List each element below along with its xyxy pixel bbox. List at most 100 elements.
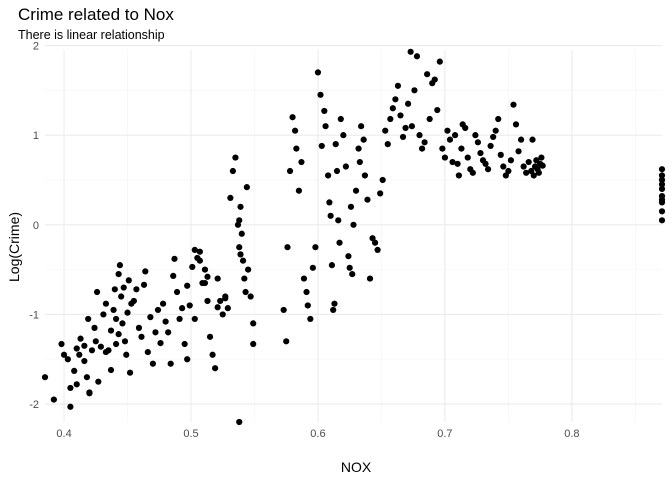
x-tick-label: 0.5 [183, 428, 198, 440]
scatter-point [121, 338, 129, 345]
scatter-point [328, 262, 336, 269]
scatter-point [439, 145, 446, 152]
scatter-point [379, 176, 386, 184]
scatter-point [71, 367, 78, 375]
scatter-point [162, 318, 169, 325]
scatter-point [73, 345, 80, 352]
scatter-point [67, 403, 74, 410]
scatter-point [238, 230, 245, 237]
scatter-point [88, 347, 96, 354]
scatter-point [159, 300, 167, 307]
scatter-point [300, 275, 308, 282]
scatter-point [157, 340, 164, 347]
scatter-point [424, 71, 431, 78]
scatter-point [179, 305, 186, 312]
scatter-point [118, 293, 125, 300]
scatter-point [389, 105, 396, 112]
scatter-point [67, 384, 74, 392]
scatter-point [154, 306, 162, 314]
scatter-point [451, 132, 459, 139]
scatter-point [124, 309, 131, 316]
scatter-point [293, 145, 300, 152]
scatter-point [176, 315, 183, 323]
scatter-point [507, 157, 515, 164]
scatter-point [286, 167, 294, 175]
scatter-point [377, 190, 384, 197]
scatter-point [658, 176, 666, 184]
scatter-point [441, 154, 449, 161]
scatter-point [204, 273, 211, 280]
scatter-point [462, 124, 469, 132]
scatter-point [100, 311, 107, 318]
scatter-point [355, 145, 362, 152]
scatter-point [350, 221, 357, 228]
x-tick-label: 0.7 [437, 428, 452, 440]
scatter-point [144, 348, 151, 356]
scatter-point [126, 369, 134, 376]
scatter-point [416, 132, 423, 139]
scatter-point [196, 257, 203, 264]
scatter-point [236, 217, 243, 224]
scatter-point [402, 124, 409, 132]
scatter-point [455, 172, 462, 179]
scatter-point [298, 158, 305, 166]
scatter-point [658, 172, 666, 179]
scatter-point [303, 288, 310, 296]
scatter-point [384, 141, 391, 148]
scatter-point [289, 114, 296, 121]
scatter-point [658, 217, 666, 224]
scatter-point [366, 275, 374, 282]
scatter-point [111, 286, 118, 293]
scatter-point [431, 76, 438, 83]
scatter-point [512, 121, 520, 128]
scatter-point [335, 217, 342, 224]
scatter-point [464, 154, 471, 161]
data-points [41, 48, 666, 426]
scatter-point [222, 295, 229, 302]
scatter-point [236, 244, 243, 251]
plot-grid [45, 44, 662, 422]
scatter-point [340, 132, 347, 139]
scatter-point [214, 304, 221, 311]
x-tick-label: 0.8 [564, 428, 579, 440]
scatter-point [374, 246, 381, 253]
scatter-point [418, 145, 426, 152]
scatter-point [446, 136, 454, 143]
scatter-point [411, 87, 418, 94]
scatter-point [332, 141, 339, 148]
scatter-point [436, 58, 443, 65]
scatter-point [123, 351, 130, 358]
scatter-point [529, 136, 536, 143]
scatter-point [477, 149, 484, 157]
scatter-point [304, 302, 311, 309]
scatter-point [515, 148, 522, 155]
scatter-point [86, 390, 93, 397]
scatter-point [184, 356, 191, 363]
scatter-point [346, 264, 353, 271]
scatter-point [81, 357, 88, 365]
scatter-point [247, 293, 254, 300]
scatter-point [138, 333, 145, 340]
scatter-point [237, 251, 244, 258]
scatter-point [474, 139, 482, 146]
scatter-point [112, 340, 120, 348]
scatter-point [309, 264, 316, 271]
scatter-point [116, 262, 124, 269]
scatter-point [112, 315, 120, 323]
x-tick-label: 0.6 [310, 428, 325, 440]
scatter-point [397, 112, 404, 119]
scatter-point [110, 306, 117, 314]
scatter-point [232, 154, 239, 161]
scatter-point [119, 320, 126, 327]
scatter-point [484, 166, 492, 173]
scatter-point [170, 272, 177, 279]
scatter-point [191, 315, 198, 323]
scatter-point [83, 374, 90, 381]
y-tick-label: 1 [33, 130, 39, 142]
scatter-point [239, 257, 247, 264]
y-tick-label: 0 [33, 220, 39, 232]
scatter-point [523, 169, 530, 176]
scatter-point [97, 343, 104, 350]
scatter-point [342, 163, 349, 170]
scatter-point [404, 100, 412, 107]
